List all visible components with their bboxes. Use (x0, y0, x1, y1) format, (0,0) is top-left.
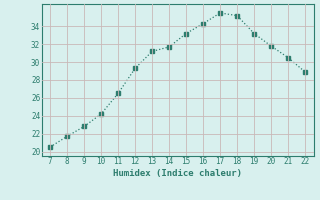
X-axis label: Humidex (Indice chaleur): Humidex (Indice chaleur) (113, 169, 242, 178)
